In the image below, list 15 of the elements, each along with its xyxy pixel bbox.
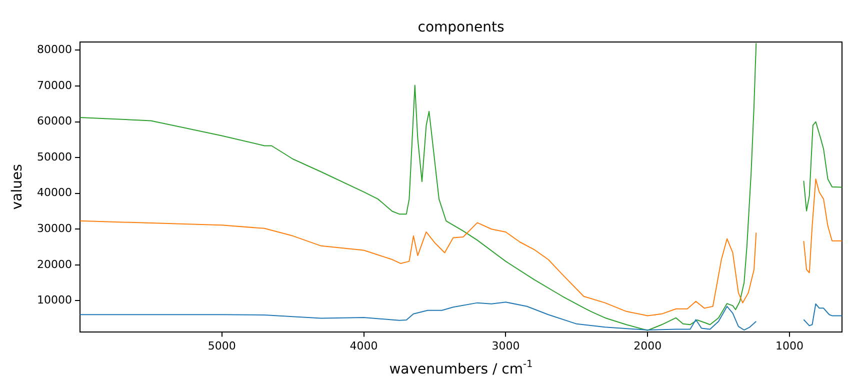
y-tick-label: 10000	[36, 294, 72, 307]
y-tick-label: 60000	[36, 114, 72, 128]
x-tick-label: 1000	[775, 339, 804, 352]
x-tick-label: 5000	[208, 339, 236, 352]
y-tick-label: 40000	[36, 186, 72, 200]
y-tick-label: 70000	[36, 78, 72, 92]
chart-title: components	[418, 20, 504, 36]
x-tick-label: 2000	[634, 339, 662, 352]
y-axis-title: values	[10, 164, 26, 210]
y-tick-label: 30000	[36, 222, 72, 235]
y-tick-label: 20000	[36, 258, 72, 271]
x-tick-label: 4000	[350, 339, 378, 352]
x-tick-label: 3000	[492, 339, 520, 352]
y-tick-label: 50000	[36, 150, 72, 164]
y-tick-label: 80000	[36, 43, 72, 56]
